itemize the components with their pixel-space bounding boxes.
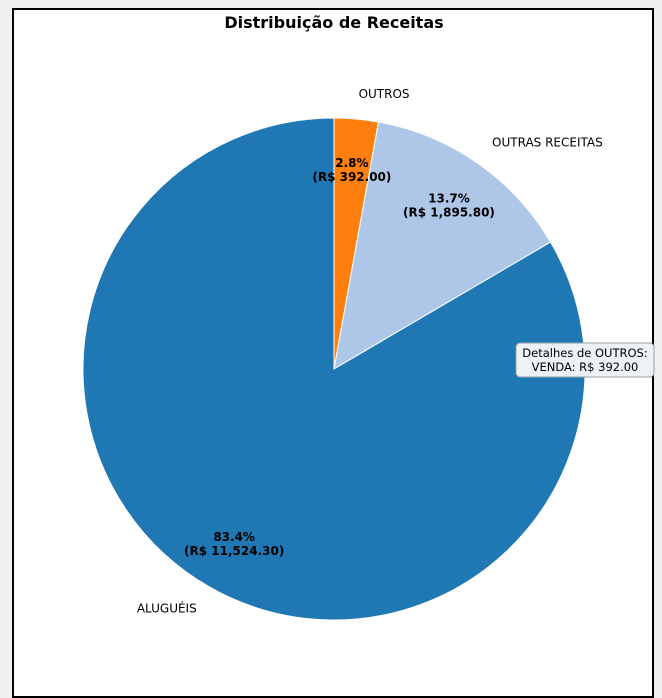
slice-category-label-1: OUTRAS RECEITAS bbox=[492, 136, 603, 150]
slice-percent-label-1: 13.7% bbox=[428, 191, 470, 205]
slice-amount-label-0: (R$ 392.00) bbox=[312, 170, 391, 184]
slice-category-label-2: ALUGUÉIS bbox=[137, 601, 197, 616]
pie-labels: OUTROS 2.8%(R$ 392.00) OUTRAS RECEITAS 13.7… bbox=[137, 87, 603, 616]
chart-title: Distribuição de Receitas bbox=[224, 13, 443, 32]
slice-category-label-0: OUTROS bbox=[359, 87, 410, 101]
slice-percent-label-0: 2.8% bbox=[335, 156, 368, 170]
annotation-line-1: Detalhes de OUTROS: bbox=[522, 346, 647, 360]
pie-slices bbox=[82, 117, 586, 621]
slice-amount-label-1: (R$ 1,895.80) bbox=[403, 205, 495, 219]
pie-slice-1 bbox=[333, 121, 552, 370]
pie-slice-2 bbox=[82, 117, 586, 621]
annotation-line-2: VENDA: R$ 392.00 bbox=[532, 360, 639, 374]
slice-amount-label-2: (R$ 11,524.30) bbox=[184, 544, 284, 558]
annotation-background bbox=[515, 342, 655, 378]
annotation-box: Detalhes de OUTROS: VENDA: R$ 392.00 bbox=[515, 342, 655, 378]
slice-percent-label-2: 83.4% bbox=[213, 530, 255, 544]
